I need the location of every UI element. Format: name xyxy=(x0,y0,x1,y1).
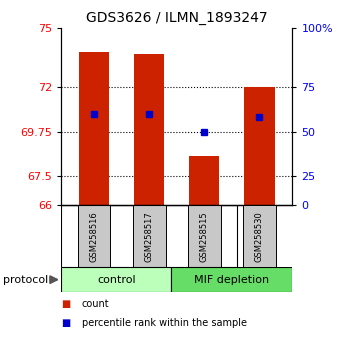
Bar xyxy=(189,156,219,205)
Bar xyxy=(79,52,109,205)
Text: GSM258517: GSM258517 xyxy=(145,211,154,262)
Bar xyxy=(61,267,171,292)
Bar xyxy=(244,87,274,205)
Bar xyxy=(243,205,276,267)
Text: control: control xyxy=(97,275,136,285)
Text: ■: ■ xyxy=(61,318,70,328)
Bar xyxy=(188,205,221,267)
Bar xyxy=(78,205,110,267)
Text: count: count xyxy=(82,299,109,309)
Bar xyxy=(61,205,237,267)
Text: GSM258515: GSM258515 xyxy=(200,211,209,262)
Text: MIF depletion: MIF depletion xyxy=(194,275,269,285)
Title: GDS3626 / ILMN_1893247: GDS3626 / ILMN_1893247 xyxy=(86,11,268,24)
Text: GSM258530: GSM258530 xyxy=(255,211,264,262)
Text: percentile rank within the sample: percentile rank within the sample xyxy=(82,318,246,328)
Bar xyxy=(171,267,292,292)
Bar xyxy=(133,205,166,267)
Text: GSM258516: GSM258516 xyxy=(90,211,99,262)
Text: protocol: protocol xyxy=(3,275,49,285)
Bar xyxy=(134,54,165,205)
Text: ■: ■ xyxy=(61,299,70,309)
